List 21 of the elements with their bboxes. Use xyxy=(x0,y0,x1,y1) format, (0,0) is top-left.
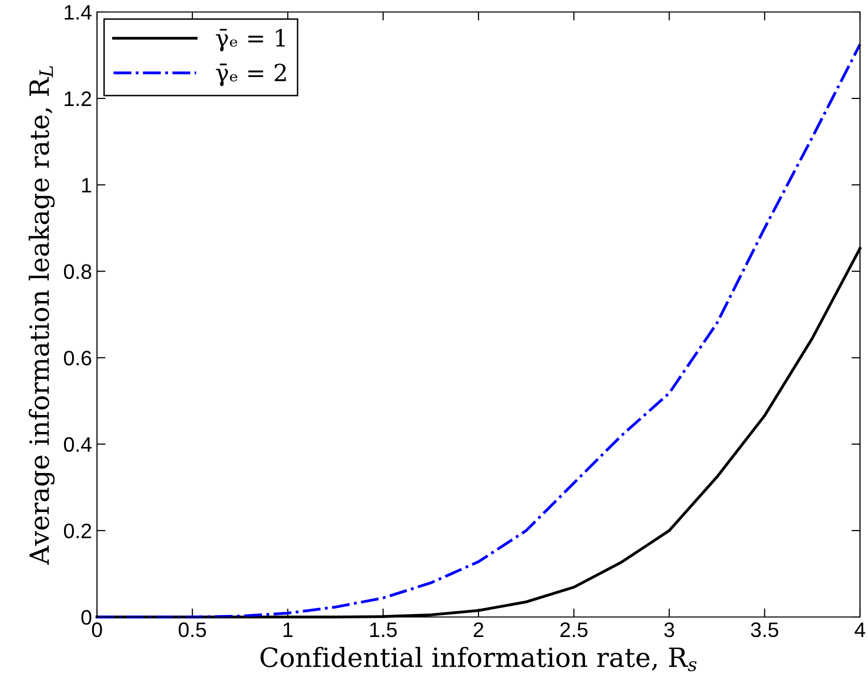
x-tick-label: 0 xyxy=(92,622,102,638)
y-axis-title: Average information leakage rate, R$_{L}$ xyxy=(28,66,55,565)
y-tick-label: 0 xyxy=(81,610,92,625)
x-tick-label: 3.5 xyxy=(750,622,778,638)
y-tick-label: 1.2 xyxy=(64,91,92,106)
x-tick-label: 3 xyxy=(664,622,674,638)
x-tick-label: 2 xyxy=(474,622,484,637)
x-tick-label: 1 xyxy=(284,622,293,637)
y-tick-label: 0.8 xyxy=(64,264,92,280)
y-tick-label: 0.2 xyxy=(64,524,92,538)
legend-label: γ̄ₑ = 1 xyxy=(216,28,285,52)
x-tick-label: 1.5 xyxy=(370,622,397,638)
x-axis-title: Confidential information rate, R$_{s}$ xyxy=(260,646,697,672)
x-tick-label: 4 xyxy=(854,622,866,637)
y-tick-label: 0.6 xyxy=(64,350,92,366)
y-tick-label: 1 xyxy=(82,178,92,192)
legend-label: γ̄ₑ = 2 xyxy=(216,64,286,86)
y-tick-label: 1.4 xyxy=(64,5,92,20)
y-tick-label: 0.4 xyxy=(64,437,92,452)
x-tick-label: 0.5 xyxy=(178,622,206,638)
x-tick-label: 2.5 xyxy=(560,622,588,638)
